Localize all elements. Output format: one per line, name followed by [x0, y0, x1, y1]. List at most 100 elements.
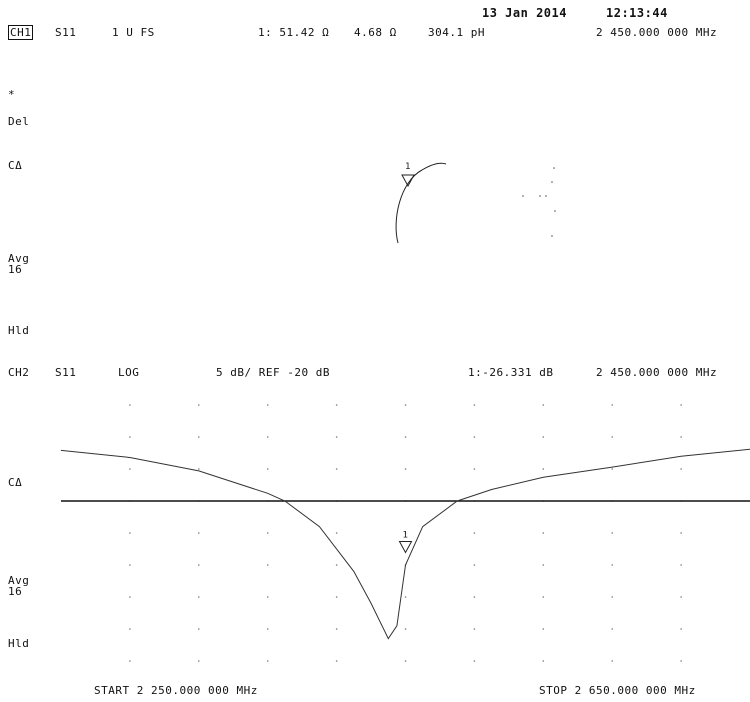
- ch1-averaging-indicator: Avg: [8, 252, 30, 265]
- ch1-delay-indicator: Del: [8, 115, 30, 128]
- ch2-format: LOG: [118, 366, 140, 379]
- date-label: 13 Jan 2014: [482, 6, 567, 20]
- ch1-marker-label: 1: [405, 162, 410, 172]
- graticule-dot: [198, 532, 200, 534]
- ch1-marker-frequency: 2 450.000 000 MHz: [596, 26, 718, 39]
- graticule-dot: [473, 628, 476, 630]
- graticule-dot: [680, 596, 682, 598]
- graticule-dot: [129, 596, 131, 598]
- graticule-dot: [542, 468, 545, 470]
- graticule-dot: [198, 404, 200, 406]
- graticule-dot: [473, 596, 476, 598]
- ch2-marker-frequency: 2 450.000 000 MHz: [596, 366, 718, 379]
- graticule-dot: [198, 596, 200, 598]
- ch2-marker-readout: 1:-26.331 dB: [468, 366, 554, 379]
- ch2-graticule: [129, 404, 682, 662]
- graticule-dot: [129, 564, 131, 566]
- ch2-trace: [60, 448, 750, 640]
- ch2-marker-triangle: [398, 541, 413, 554]
- graticule-dot: [611, 564, 613, 566]
- ch1-channel-label: CH1: [8, 25, 34, 40]
- graticule-dot: [266, 628, 269, 630]
- graticule-dot: [680, 628, 682, 630]
- graticule-dot: [473, 436, 476, 438]
- ch2-parameter: S11: [55, 366, 77, 379]
- graticule-dot: [266, 404, 269, 406]
- ch1-hold-indicator: Hld: [8, 324, 30, 337]
- graticule-dot: [266, 596, 269, 598]
- ch2-marker-label: 1: [403, 531, 408, 541]
- graticule-dot: [611, 596, 613, 598]
- graticule-dot: [542, 436, 545, 438]
- graticule-dot: [473, 468, 476, 470]
- graticule-dot: [404, 404, 407, 406]
- graticule-dot: [542, 660, 545, 662]
- graticule-dot: [129, 436, 131, 438]
- graticule-dot: [129, 532, 131, 534]
- graticule-dot: [266, 532, 269, 534]
- ch2-averaging-count: 16: [8, 585, 23, 598]
- ch1-smith-trace: 1: [395, 162, 556, 244]
- graticule-dot: [266, 660, 269, 662]
- graticule-dot: [198, 436, 200, 438]
- graticule-dot: [335, 596, 338, 598]
- ch2-scale-reference: 5 dB/ REF -20 dB: [216, 366, 330, 379]
- ch1-reactance: 4.68 Ω: [354, 26, 397, 39]
- ch2-start-frequency: START 2 250.000 000 MHz: [94, 684, 258, 697]
- graticule-dot: [611, 436, 613, 438]
- graticule-dot: [129, 628, 131, 630]
- graticule-dot: [404, 436, 407, 438]
- ch1-marker-triangle: [401, 174, 415, 188]
- graticule-dot: [266, 436, 269, 438]
- graticule-dot: [198, 564, 200, 566]
- ch2-correction-indicator: CΔ: [8, 476, 23, 489]
- graticule-dot: [680, 660, 682, 662]
- graticule-dot: [542, 564, 545, 566]
- ch1-channel-indicator[interactable]: CH1: [8, 25, 34, 40]
- graticule-dot: [335, 660, 338, 662]
- graticule-dot: [611, 628, 613, 630]
- ch1-marker-readout: 1: 51.42 Ω: [258, 26, 330, 39]
- ch1-inductance: 304.1 pH: [428, 26, 485, 39]
- graticule-dot: [611, 660, 613, 662]
- graticule-dot: [129, 660, 131, 662]
- ch1-correction-indicator: CΔ: [8, 159, 23, 172]
- graticule-dot: [404, 628, 407, 630]
- graticule-dot: [404, 660, 407, 662]
- ch1-parameter: S11: [55, 26, 77, 39]
- ch1-star-indicator: *: [8, 88, 16, 101]
- graticule-dot: [473, 660, 476, 662]
- graticule-dot: [680, 564, 682, 566]
- graticule-dot: [335, 404, 338, 406]
- graticule-dot: [542, 532, 545, 534]
- ch2-averaging-indicator: Avg: [8, 574, 30, 587]
- graticule-dot: [611, 404, 613, 406]
- graticule-dot: [266, 468, 269, 470]
- graticule-dot: [198, 628, 200, 630]
- graticule-dot: [473, 532, 476, 534]
- ch1-format: 1 U FS: [112, 26, 155, 39]
- graticule-dot: [335, 436, 338, 438]
- ch2-channel-label[interactable]: CH2: [8, 366, 30, 379]
- graticule-dot: [611, 532, 613, 534]
- graticule-dot: [335, 564, 338, 566]
- graticule-dot: [404, 596, 407, 598]
- graticule-dot: [198, 660, 200, 662]
- ch2-stop-frequency: STOP 2 650.000 000 MHz: [539, 684, 696, 697]
- graticule-dot: [198, 468, 200, 470]
- ch2-hold-indicator: Hld: [8, 637, 30, 650]
- graticule-dot: [680, 436, 682, 438]
- graticule-dot: [680, 532, 682, 534]
- graticule-dot: [680, 404, 682, 406]
- graticule-dot: [542, 404, 545, 406]
- graticule-dot: [473, 404, 476, 406]
- graticule-dot: [129, 468, 131, 470]
- ch1-averaging-count: 16: [8, 263, 23, 276]
- graticule-dot: [266, 564, 269, 566]
- graticule-dot: [473, 564, 476, 566]
- ch1-impedance-arc: [395, 162, 447, 244]
- graticule-dot: [335, 628, 338, 630]
- graticule-dot: [129, 404, 131, 406]
- graticule-dot: [680, 468, 682, 470]
